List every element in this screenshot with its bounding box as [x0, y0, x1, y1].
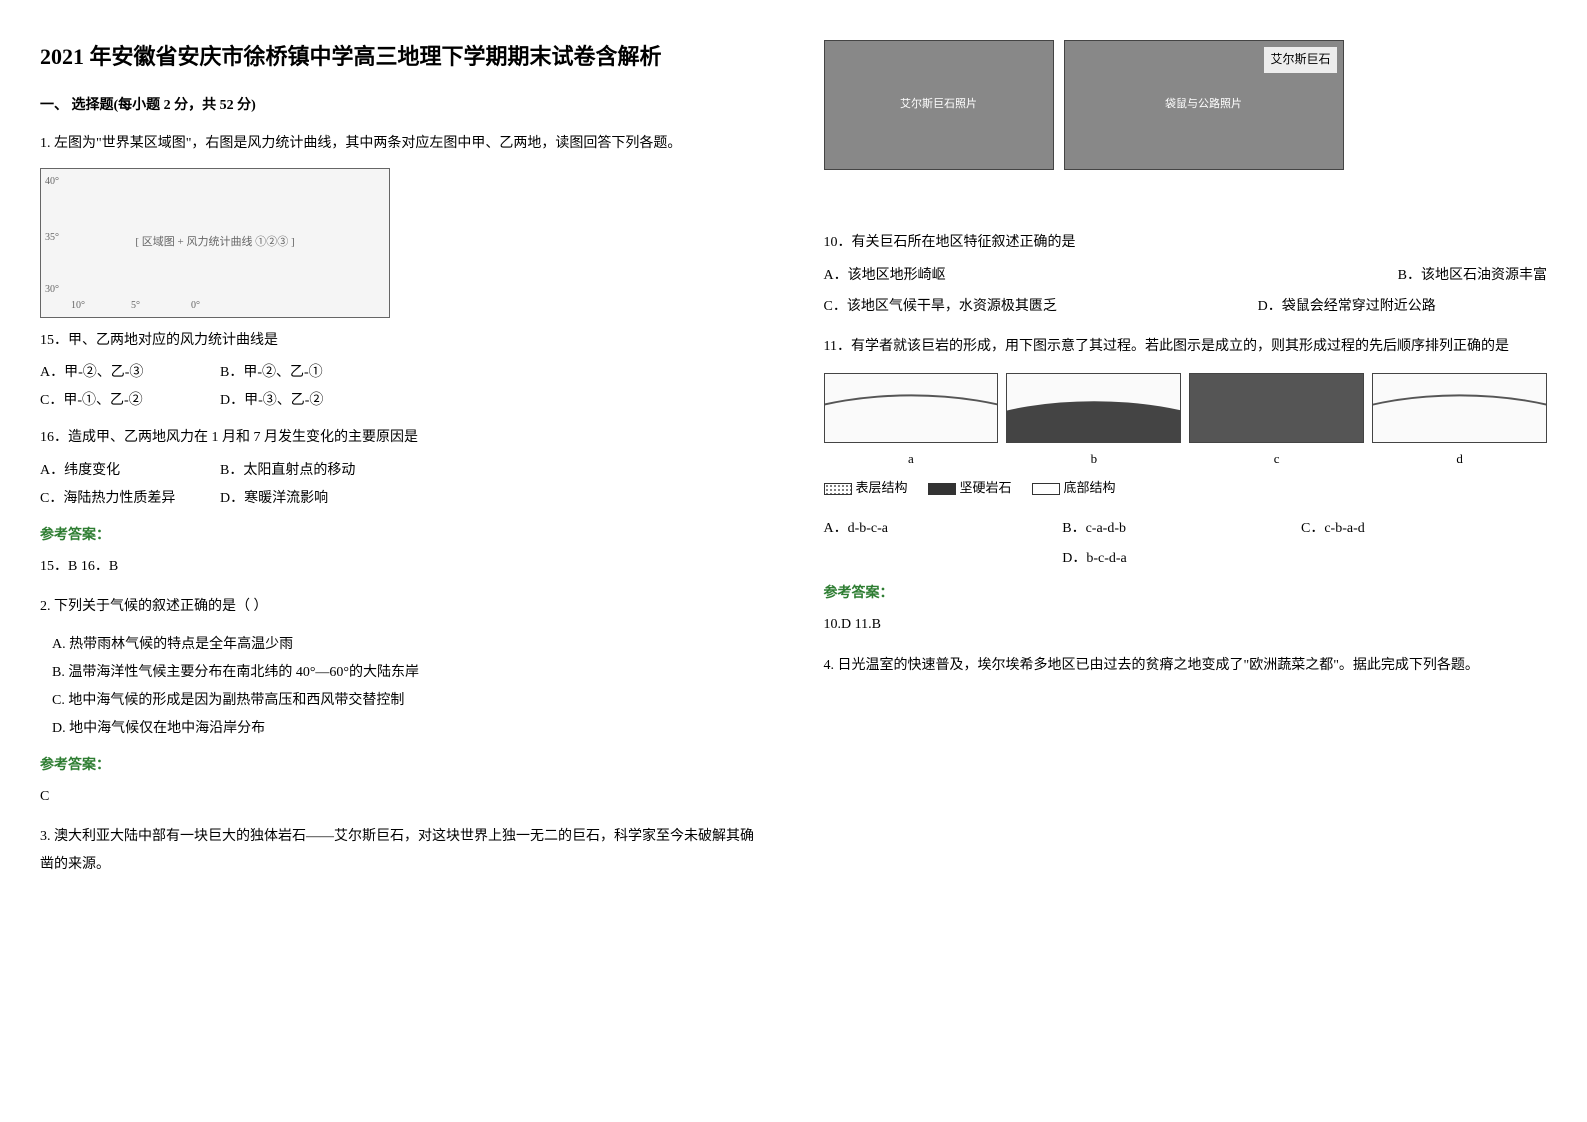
photo-alt: 艾尔斯巨石照片 — [900, 95, 977, 115]
q3-sub10-text: 10．有关巨石所在地区特征叙述正确的是 — [824, 230, 1548, 255]
page-title: 2021 年安徽省安庆市徐桥镇中学高三地理下学期期末试卷含解析 — [40, 40, 764, 73]
q4-stem: 4. 日光温室的快速普及，埃尔埃希多地区已由过去的贫瘠之地变成了"欧洲蔬菜之都"… — [824, 652, 1548, 680]
section-1-header: 一、 选择题(每小题 2 分，共 52 分) — [40, 93, 764, 118]
diagram-caption: b — [1006, 447, 1181, 470]
q1-stem: 1. 左图为"世界某区域图"，右图是风力统计曲线，其中两条对应左图中甲、乙两地，… — [40, 130, 764, 158]
q1-figure: [ 区域图 + 风力统计曲线 ①②③ ] 40° 35° 30° 10° 5° … — [40, 168, 764, 318]
option-item: A. 热带雨林气候的特点是全年高温少雨 — [52, 631, 764, 659]
diagram-box — [1006, 373, 1181, 443]
legend-item: 表层结构 — [824, 476, 908, 499]
diagram-box — [1189, 373, 1364, 443]
q3-sub11-options: A．d-b-c-a B．c-a-d-b C．c-b-a-d D．b-c-d-a — [824, 514, 1548, 576]
q1-sub16-options: A．纬度变化 B．太阳直射点的移动 C．海陆热力性质差异 D．寒暖洋流影响 — [40, 457, 764, 513]
option-item: A．d-b-c-a — [824, 514, 1063, 545]
option-item: B．太阳直射点的移动 — [220, 457, 360, 485]
q3-answer-label: 参考答案： — [824, 581, 1548, 606]
q3-diagram-row: a b c d — [824, 373, 1548, 470]
option-item: B．c-a-d-b — [1062, 514, 1301, 545]
q1-sub15-options: A．甲-②、乙-③ B．甲-②、乙-① C．甲-①、乙-② D．甲-③、乙-② — [40, 359, 764, 415]
q3-photo-2: 袋鼠与公路照片 艾尔斯巨石 — [1064, 40, 1344, 170]
left-column: 2021 年安徽省安庆市徐桥镇中学高三地理下学期期末试卷含解析 一、 选择题(每… — [40, 40, 764, 889]
q1-map-chart-placeholder: [ 区域图 + 风力统计曲线 ①②③ ] 40° 35° 30° 10° 5° … — [40, 168, 390, 318]
option-item: A．甲-②、乙-③ — [40, 359, 180, 387]
map-placeholder-text: [ 区域图 + 风力统计曲线 ①②③ ] — [135, 233, 294, 253]
legend-item: 底部结构 — [1032, 476, 1116, 499]
option-item: D．寒暖洋流影响 — [220, 485, 360, 513]
q1-sub15-text: 15．甲、乙两地对应的风力统计曲线是 — [40, 328, 764, 353]
q3-legend: 表层结构 坚硬岩石 底部结构 — [824, 476, 1548, 499]
q1-sub16-text: 16．造成甲、乙两地风力在 1 月和 7 月发生变化的主要原因是 — [40, 425, 764, 450]
option-item: D．袋鼠会经常穿过附近公路 — [1258, 292, 1547, 323]
legend-label: 表层结构 — [856, 480, 908, 495]
diagram-a: a — [824, 373, 999, 470]
option-item: C．海陆热力性质差异 — [40, 485, 180, 513]
map-lat-35: 35° — [45, 229, 59, 247]
map-lat-40: 40° — [45, 173, 59, 191]
q3-answer: 10.D 11.B — [824, 612, 1548, 637]
q2-answer: C — [40, 784, 764, 809]
option-item: D. 地中海气候仅在地中海沿岸分布 — [52, 715, 764, 743]
q2-options: A. 热带雨林气候的特点是全年高温少雨 B. 温带海洋性气候主要分布在南北纬的 … — [40, 631, 764, 743]
q3-photo-row: 艾尔斯巨石照片 袋鼠与公路照片 艾尔斯巨石 — [824, 40, 1548, 170]
q1-answer-label: 参考答案： — [40, 523, 764, 548]
option-item: C．该地区气候干旱，水资源极其匮乏 — [824, 292, 1222, 323]
diagram-b: b — [1006, 373, 1181, 470]
option-item: B. 温带海洋性气候主要分布在南北纬的 40°—60°的大陆东岸 — [52, 659, 764, 687]
q1-answer: 15．B 16．B — [40, 554, 764, 579]
map-lon-10: 10° — [71, 297, 85, 315]
diagram-d: d — [1372, 373, 1547, 470]
diagram-caption: c — [1189, 447, 1364, 470]
photo-2-label: 艾尔斯巨石 — [1264, 47, 1336, 73]
spacer — [824, 190, 1548, 230]
legend-swatch-hollow — [1032, 483, 1060, 495]
q2-answer-label: 参考答案： — [40, 753, 764, 778]
q3-sub11-text: 11．有学者就该巨岩的形成，用下图示意了其过程。若此图示是成立的，则其形成过程的… — [824, 333, 1548, 361]
option-item: C．甲-①、乙-② — [40, 387, 180, 415]
q3-sub10-options: A．该地区地形崎岖 B．该地区石油资源丰富 C．该地区气候干旱，水资源极其匮乏 … — [824, 261, 1548, 323]
q3-stem: 3. 澳大利亚大陆中部有一块巨大的独体岩石——艾尔斯巨石，对这块世界上独一无二的… — [40, 823, 764, 879]
legend-label: 坚硬岩石 — [960, 480, 1012, 495]
diagram-caption: a — [824, 447, 999, 470]
diagram-box — [1372, 373, 1547, 443]
legend-label: 底部结构 — [1064, 480, 1116, 495]
q2-stem: 2. 下列关于气候的叙述正确的是（ ） — [40, 593, 764, 621]
option-item: D．b-c-d-a — [824, 544, 1548, 575]
option-item: C. 地中海气候的形成是因为副热带高压和西风带交替控制 — [52, 687, 764, 715]
diagram-c: c — [1189, 373, 1364, 470]
legend-item: 坚硬岩石 — [928, 476, 1012, 499]
map-lon-0: 0° — [191, 297, 200, 315]
legend-swatch-solid — [928, 483, 956, 495]
legend-swatch-dotted — [824, 483, 852, 495]
option-item: C．c-b-a-d — [1301, 514, 1540, 545]
option-item: B．甲-②、乙-① — [220, 359, 360, 387]
option-item: B．该地区石油资源丰富 — [1200, 261, 1547, 292]
photo-alt: 袋鼠与公路照片 — [1165, 95, 1242, 115]
page-container: 2021 年安徽省安庆市徐桥镇中学高三地理下学期期末试卷含解析 一、 选择题(每… — [40, 40, 1547, 889]
option-item: A．该地区地形崎岖 — [824, 261, 1171, 292]
right-column: 艾尔斯巨石照片 袋鼠与公路照片 艾尔斯巨石 10．有关巨石所在地区特征叙述正确的… — [824, 40, 1548, 889]
diagram-caption: d — [1372, 447, 1547, 470]
diagram-box — [824, 373, 999, 443]
map-lat-30: 30° — [45, 281, 59, 299]
map-lon-5: 5° — [131, 297, 140, 315]
q3-photo-1: 艾尔斯巨石照片 — [824, 40, 1054, 170]
option-item: D．甲-③、乙-② — [220, 387, 360, 415]
option-item: A．纬度变化 — [40, 457, 180, 485]
